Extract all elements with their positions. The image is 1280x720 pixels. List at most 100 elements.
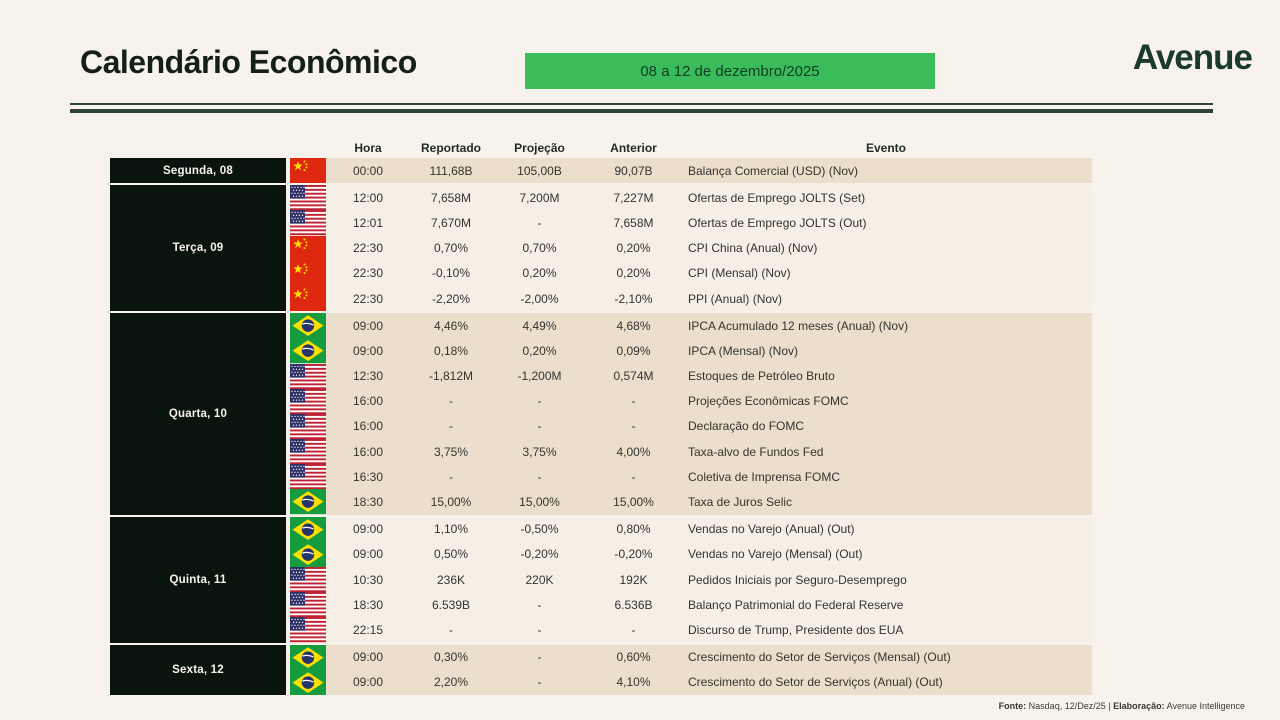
cell-evento: Taxa de Juros Selic bbox=[688, 495, 793, 510]
event-row: 09:00 4,46% 4,49% 4,68% IPCA Acumulado 12 me… bbox=[290, 313, 1092, 339]
cell-hora: 00:00 bbox=[352, 163, 384, 178]
cell-hora: 16:00 bbox=[352, 444, 384, 459]
usa-flag-icon bbox=[290, 567, 326, 593]
brazil-flag-icon bbox=[290, 669, 326, 695]
cell-hora: 12:01 bbox=[352, 215, 384, 230]
cell-anterior: - bbox=[631, 622, 636, 637]
brazil-flag-icon bbox=[290, 313, 326, 339]
cell-evento: Vendas no Varejo (Mensal) (Out) bbox=[688, 547, 863, 562]
event-row: 22:30 -2,20% -2,00% -2,10% PPI (Anual) (Nov) bbox=[290, 285, 1092, 312]
period-badge-label: 08 a 12 de dezembro/2025 bbox=[640, 62, 820, 80]
day-group: Segunda, 08 00:00 111,68B 105,00B 90,07B Bala… bbox=[110, 158, 1092, 184]
cell-evento: CPI China (Anual) (Nov) bbox=[688, 241, 818, 256]
day-rows: 09:00 0,30% - 0,60% Crescimento do Setor de … bbox=[290, 644, 1092, 695]
cell-hora: 10:30 bbox=[352, 572, 384, 587]
cell-hora: 16:00 bbox=[352, 419, 384, 434]
day-label: Terça, 09 bbox=[110, 185, 286, 312]
day-label: Segunda, 08 bbox=[110, 158, 286, 184]
cell-projecao: -0,20% bbox=[520, 547, 559, 562]
column-header-evento: Evento bbox=[865, 141, 906, 155]
brazil-flag-icon bbox=[290, 489, 326, 515]
cell-anterior: 0,20% bbox=[616, 241, 651, 256]
event-row-data: 16:00 - - - Declaração do FOMC bbox=[326, 413, 1092, 440]
cell-anterior: 6.536B bbox=[614, 597, 653, 612]
cell-evento: Balanço Patrimonial do Federal Reserve bbox=[688, 597, 904, 612]
event-row-data: 09:00 0,18% 0,20% 0,09% IPCA (Mensal) (Nov) bbox=[326, 338, 1092, 364]
cell-evento: Balança Comercial (USD) (Nov) bbox=[688, 163, 859, 178]
cell-evento: Coletiva de Imprensa FOMC bbox=[688, 469, 841, 484]
cell-reportado: -2,20% bbox=[431, 291, 471, 306]
cell-evento: Declaração do FOMC bbox=[688, 419, 805, 434]
brazil-flag-icon bbox=[290, 644, 326, 670]
cell-anterior: -0,20% bbox=[614, 547, 653, 562]
cell-anterior: 0,20% bbox=[616, 266, 651, 281]
cell-anterior: 0,574M bbox=[613, 369, 654, 384]
cell-projecao: 0,20% bbox=[522, 343, 557, 358]
china-flag-icon bbox=[290, 285, 326, 312]
china-flag-icon bbox=[290, 235, 326, 261]
china-flag-icon bbox=[290, 260, 326, 286]
usa-flag-icon bbox=[290, 363, 326, 389]
cell-hora: 09:00 bbox=[352, 650, 384, 665]
cell-reportado: 0,70% bbox=[433, 241, 469, 256]
cell-hora: 09:00 bbox=[352, 343, 384, 358]
cell-reportado: 0,50% bbox=[433, 547, 469, 562]
usa-flag-icon bbox=[290, 388, 326, 414]
cell-hora: 16:30 bbox=[352, 469, 384, 484]
event-row-data: 16:30 - - - Coletiva de Imprensa FOMC bbox=[326, 464, 1092, 490]
china-flag-icon bbox=[290, 158, 326, 184]
brazil-flag-icon bbox=[290, 541, 326, 567]
cell-projecao: - bbox=[537, 419, 542, 434]
cell-hora: 22:30 bbox=[352, 291, 384, 306]
table-body: Segunda, 08 00:00 111,68B 105,00B 90,07B Bala… bbox=[110, 158, 1092, 695]
cell-hora: 16:00 bbox=[352, 394, 384, 409]
event-row: 16:00 - - - Projeções Econômicas FOMC bbox=[290, 388, 1092, 414]
economic-calendar-table: Hora Reportado Projeção Anterior Evento … bbox=[110, 138, 1092, 697]
usa-flag-icon bbox=[290, 210, 326, 236]
day-label: Sexta, 12 bbox=[110, 644, 286, 695]
event-row-data: 09:00 0,50% -0,20% -0,20% Vendas no Varejo (… bbox=[326, 541, 1092, 567]
cell-anterior: 90,07B bbox=[614, 163, 653, 178]
header-rule-thick bbox=[70, 109, 1213, 113]
day-group: Quinta, 11 09:00 1,10% -0,50% 0,80% Vendas no… bbox=[110, 516, 1092, 643]
cell-reportado: 7,670M bbox=[430, 215, 472, 230]
page-title: Calendário Econômico bbox=[80, 44, 417, 80]
cell-reportado: 111,68B bbox=[429, 163, 473, 178]
cell-hora: 18:30 bbox=[352, 597, 384, 612]
cell-anterior: 7,227M bbox=[613, 190, 654, 205]
cell-evento: Crescimento do Setor de Serviços (Mensal… bbox=[688, 650, 951, 665]
cell-projecao: - bbox=[537, 622, 542, 637]
event-row: 18:30 15,00% 15,00% 15,00% Taxa de Juros Sel… bbox=[290, 489, 1092, 515]
cell-anterior: - bbox=[631, 394, 636, 409]
column-header-projecao: Projeção bbox=[514, 141, 565, 155]
event-row: 09:00 0,18% 0,20% 0,09% IPCA (Mensal) (Nov) bbox=[290, 338, 1092, 364]
cell-reportado: - bbox=[449, 394, 453, 409]
cell-anterior: - bbox=[631, 469, 636, 484]
cell-projecao: - bbox=[537, 597, 542, 612]
event-row: 09:00 1,10% -0,50% 0,80% Vendas no Varejo (A… bbox=[290, 516, 1092, 542]
event-row-data: 16:00 - - - Projeções Econômicas FOMC bbox=[326, 388, 1092, 414]
day-label: Quinta, 11 bbox=[110, 516, 286, 643]
event-row-data: 22:30 -0,10% 0,20% 0,20% CPI (Mensal) (Nov) bbox=[326, 260, 1092, 286]
day-rows: 00:00 111,68B 105,00B 90,07B Balança Comerci… bbox=[290, 158, 1092, 184]
cell-reportado: 2,20% bbox=[433, 675, 469, 690]
header-rule-thin bbox=[70, 103, 1213, 105]
cell-reportado: 1,10% bbox=[433, 522, 469, 537]
day-rows: 12:00 7,658M 7,200M 7,227M Ofertas de Empreg… bbox=[290, 185, 1092, 312]
cell-projecao: 7,200M bbox=[519, 190, 560, 205]
cell-projecao: - bbox=[537, 675, 542, 690]
cell-reportado: 6.539B bbox=[431, 597, 471, 612]
cell-reportado: 0,18% bbox=[433, 343, 469, 358]
column-header-reportado: Reportado bbox=[421, 141, 481, 155]
cell-anterior: 0,60% bbox=[616, 650, 651, 665]
day-group: Sexta, 12 09:00 0,30% - 0,60% Crescimento do … bbox=[110, 644, 1092, 695]
brazil-flag-icon bbox=[290, 338, 326, 364]
cell-anterior: 192K bbox=[619, 572, 648, 587]
cell-evento: PPI (Anual) (Nov) bbox=[688, 291, 783, 306]
table-header-row: Hora Reportado Projeção Anterior Evento bbox=[110, 138, 1092, 158]
event-row-data: 16:00 3,75% 3,75% 4,00% Taxa-alvo de Fundos … bbox=[326, 439, 1092, 465]
event-row: 16:00 - - - Declaração do FOMC bbox=[290, 413, 1092, 440]
cell-anterior: 4,68% bbox=[616, 318, 651, 333]
cell-projecao: 4,49% bbox=[522, 318, 557, 333]
